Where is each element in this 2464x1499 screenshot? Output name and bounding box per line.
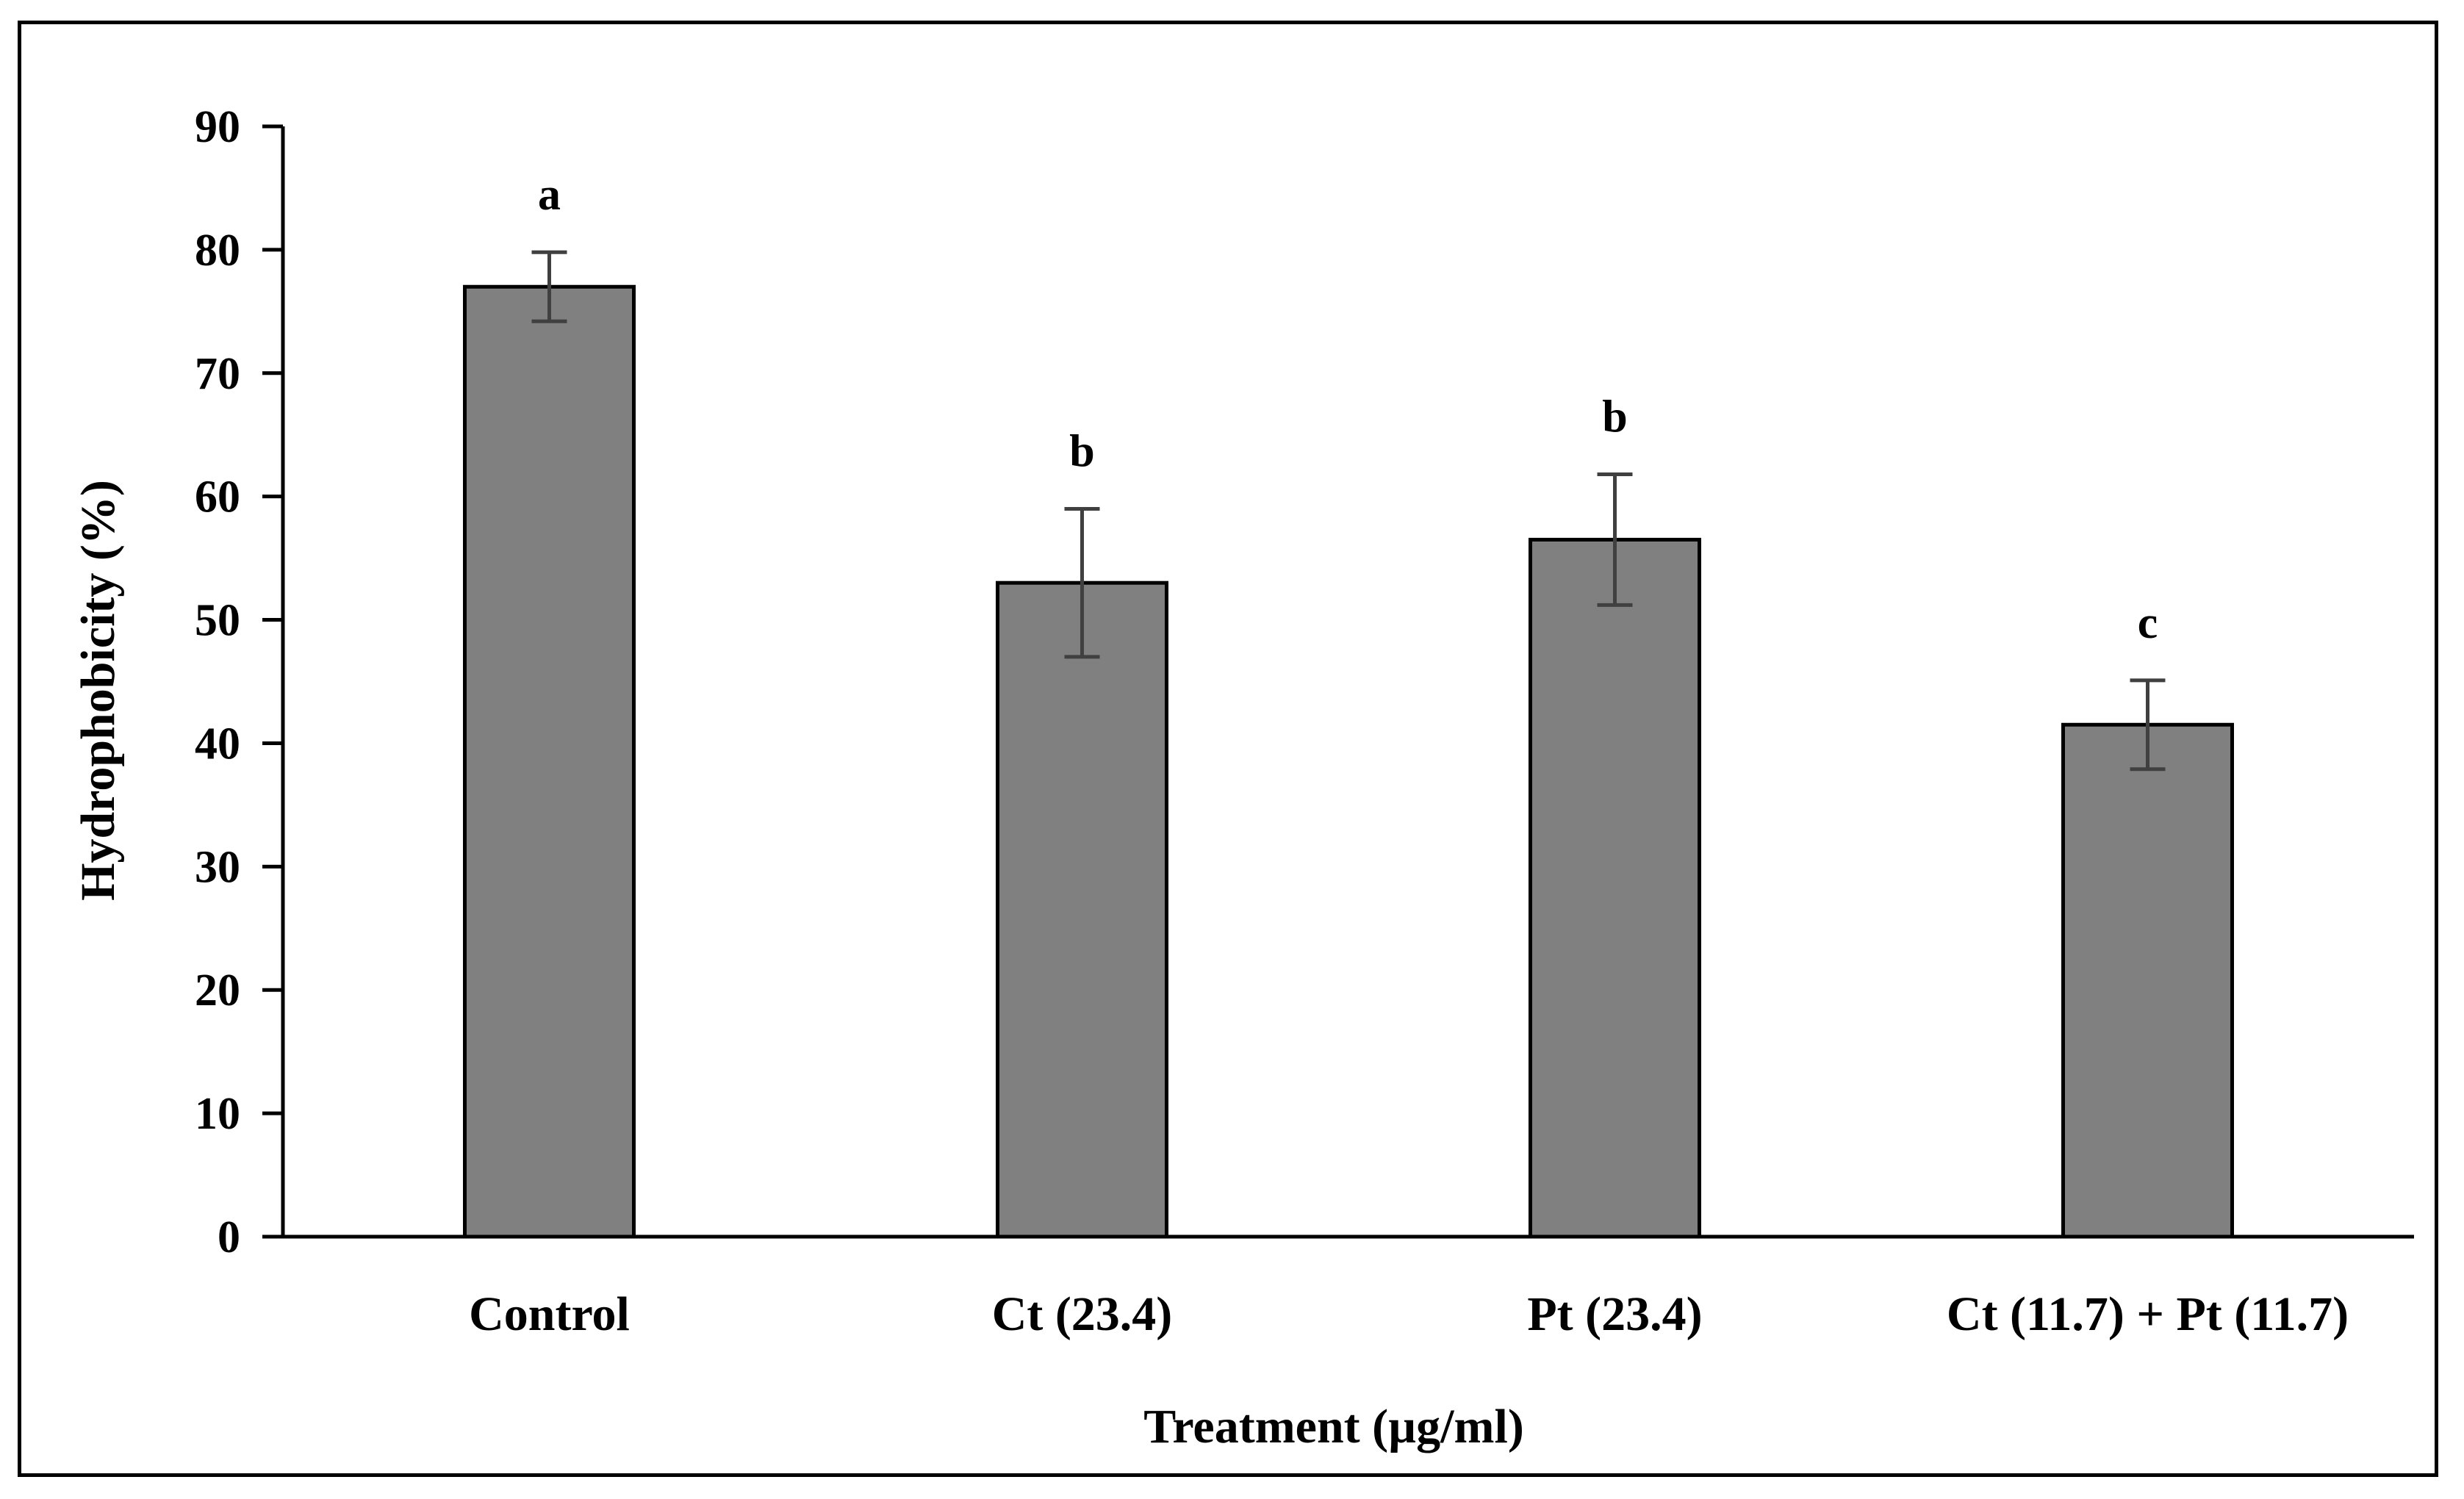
chart-frame: [18, 21, 2438, 1477]
significance-label: b: [1602, 392, 1627, 442]
y-tick-label: 70: [195, 349, 240, 399]
y-tick-label: 0: [218, 1212, 240, 1262]
y-ticks: 0 10 20 30 40 50 60 70 80 90: [195, 102, 283, 1262]
x-tick-label: Control: [469, 1287, 630, 1341]
y-tick-label: 20: [195, 966, 240, 1015]
x-tick-labels: Control Ct (23.4) Pt (23.4) Ct (11.7) + Pt …: [469, 1287, 2349, 1341]
x-tick-label: Pt (23.4): [1527, 1287, 1702, 1341]
bars: a b b c: [463, 170, 2234, 1239]
significance-label: b: [1069, 426, 1094, 476]
y-tick-label: 30: [195, 842, 240, 892]
y-tick-label: 10: [195, 1089, 240, 1139]
bar: [996, 580, 1168, 1239]
y-tick-label: 90: [195, 102, 240, 152]
bar: [1529, 537, 1701, 1239]
y-axis-title: Hydrophobicity (%): [71, 480, 125, 901]
y-tick-label: 60: [195, 472, 240, 522]
y-tick-label: 40: [195, 719, 240, 769]
x-tick-label: Ct (11.7) + Pt (11.7): [1947, 1287, 2349, 1341]
axes: [281, 126, 2414, 1239]
significance-label: a: [538, 170, 561, 220]
significance-label: c: [2138, 598, 2158, 648]
y-tick-label: 50: [195, 596, 240, 646]
x-tick-label: Ct (23.4): [992, 1287, 1173, 1341]
bar: [2061, 722, 2234, 1239]
y-tick-label: 80: [195, 226, 240, 276]
bar: [463, 284, 636, 1239]
x-axis-title: Treatment (µg/ml): [1143, 1400, 1524, 1453]
